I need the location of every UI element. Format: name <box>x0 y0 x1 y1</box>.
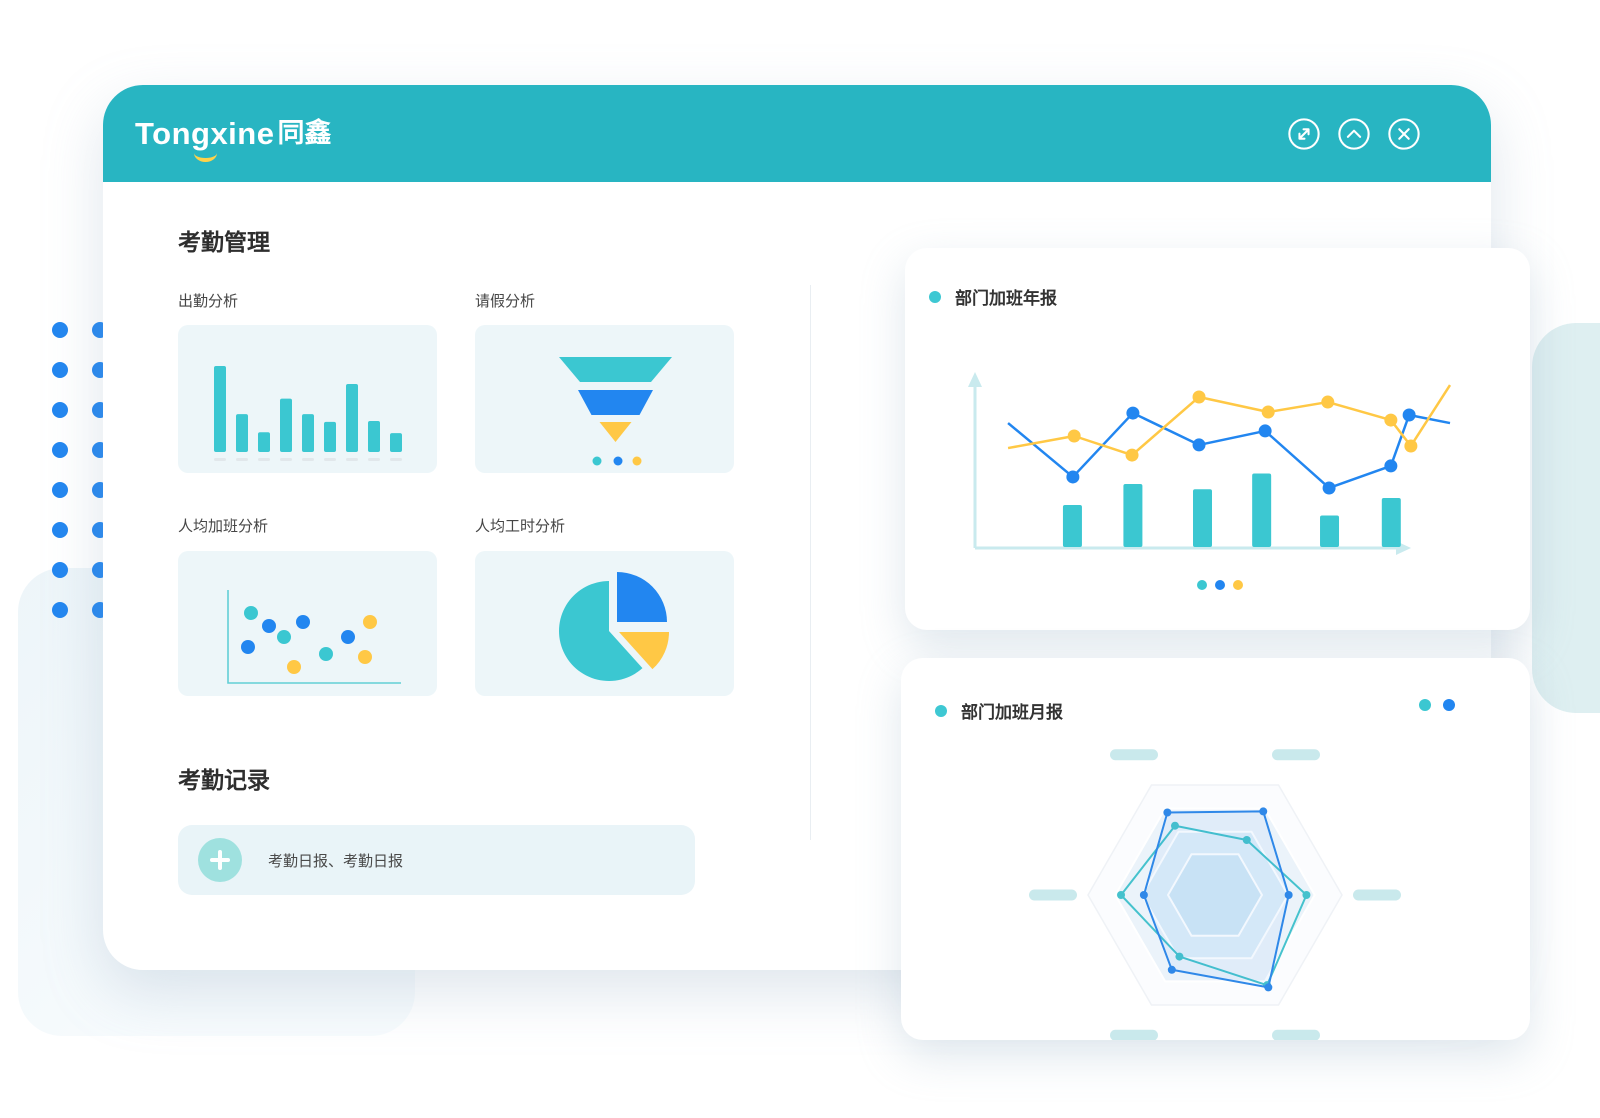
expand-icon <box>1288 117 1320 150</box>
decor-dot <box>52 482 68 498</box>
card-label-hours: 人均工时分析 <box>475 518 566 535</box>
card-label-overtime: 人均加班分析 <box>178 518 269 535</box>
card-hours-analysis[interactable] <box>475 551 734 696</box>
hours-pie-chart <box>559 572 669 681</box>
decor-dot <box>52 442 68 458</box>
monthly-radar-chart <box>1029 749 1401 1040</box>
logo-suffix: 同鑫 <box>277 118 332 148</box>
collapse-button[interactable] <box>1337 117 1371 151</box>
vertical-divider <box>810 285 811 840</box>
pager-dot[interactable] <box>1197 580 1207 590</box>
card-overtime-analysis[interactable] <box>178 551 437 696</box>
logo-smile-icon <box>194 144 217 162</box>
close-button[interactable] <box>1387 117 1421 151</box>
records-title: 考勤记录 <box>178 767 270 793</box>
decor-dot <box>52 362 68 378</box>
decor-dot <box>52 522 68 538</box>
decor-dot <box>52 562 68 578</box>
card-leave-analysis[interactable] <box>475 325 734 473</box>
record-entry-label: 考勤日报、考勤日报 <box>268 852 404 870</box>
record-entry-row[interactable]: 考勤日报、考勤日报 <box>178 825 695 895</box>
card-label-attendance: 出勤分析 <box>178 293 239 310</box>
page-title: 考勤管理 <box>178 229 270 255</box>
panel-monthly-header: 部门加班月报 <box>935 698 1063 723</box>
overtime-scatter-chart <box>227 590 401 684</box>
pager-dot[interactable] <box>1215 580 1225 590</box>
panel-annual-header: 部门加班年报 <box>929 284 1057 309</box>
leave-funnel-chart <box>559 357 672 466</box>
card-attendance-analysis[interactable] <box>178 325 437 473</box>
bullet-icon <box>935 704 947 717</box>
annual-combo-chart <box>968 372 1452 555</box>
panel-annual-report: 部门加班年报 <box>905 248 1530 630</box>
corner-dot[interactable] <box>1443 699 1455 711</box>
panel-monthly-report: 部门加班月报 <box>901 658 1530 1040</box>
bg-shape-right <box>1532 323 1600 713</box>
pager-dot[interactable] <box>1233 580 1243 590</box>
window-controls <box>1287 117 1421 151</box>
decor-dot <box>52 602 68 618</box>
card-label-leave: 请假分析 <box>475 293 536 310</box>
decor-dot-grid <box>52 322 108 618</box>
chevron-up-icon <box>1338 117 1370 150</box>
attendance-bar-chart <box>214 366 402 461</box>
logo: Tongxine 同鑫 <box>135 116 332 162</box>
panel-annual-title: 部门加班年报 <box>955 289 1057 308</box>
corner-dot[interactable] <box>1419 699 1431 711</box>
bullet-icon <box>929 290 941 303</box>
logo-text: Tongxine <box>135 116 275 151</box>
decor-dot <box>52 322 68 338</box>
titlebar: Tongxine 同鑫 <box>103 85 1491 182</box>
panel-monthly-title: 部门加班月报 <box>961 703 1063 722</box>
close-icon <box>1388 117 1420 150</box>
expand-button[interactable] <box>1287 117 1321 151</box>
decor-dot <box>52 402 68 418</box>
monthly-corner-dots <box>1419 699 1455 711</box>
add-record-button[interactable] <box>198 838 242 882</box>
annual-pager-dots <box>1197 580 1243 590</box>
